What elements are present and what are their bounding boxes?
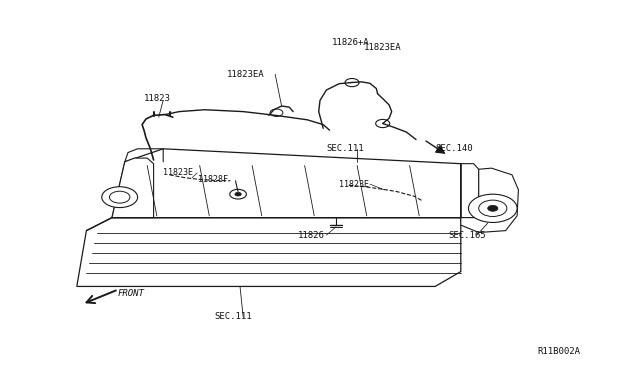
Text: 11823EA: 11823EA (364, 43, 401, 52)
Polygon shape (112, 149, 461, 218)
Text: SEC.111: SEC.111 (326, 144, 364, 153)
Polygon shape (461, 164, 479, 218)
Polygon shape (112, 158, 154, 218)
Polygon shape (77, 218, 461, 286)
Circle shape (270, 109, 283, 116)
Circle shape (235, 192, 241, 196)
Text: SEC.140: SEC.140 (435, 144, 473, 153)
Circle shape (376, 119, 390, 128)
Text: 11826: 11826 (298, 231, 324, 240)
Circle shape (479, 200, 507, 217)
Text: 11826+A: 11826+A (332, 38, 369, 47)
Text: 11823E: 11823E (163, 169, 193, 177)
Text: SEC.111: SEC.111 (214, 312, 252, 321)
Circle shape (468, 194, 517, 222)
Text: R11B002A: R11B002A (538, 347, 580, 356)
Text: 11828F: 11828F (198, 175, 228, 184)
Circle shape (345, 78, 359, 87)
Circle shape (230, 189, 246, 199)
Text: FRONT: FRONT (117, 289, 144, 298)
Text: SEC.165: SEC.165 (448, 231, 486, 240)
Polygon shape (461, 164, 518, 232)
Circle shape (102, 187, 138, 208)
Text: 11823E: 11823E (339, 180, 369, 189)
Text: 11823: 11823 (144, 94, 171, 103)
Circle shape (109, 191, 130, 203)
Text: 11823EA: 11823EA (227, 70, 265, 79)
Circle shape (488, 205, 498, 211)
